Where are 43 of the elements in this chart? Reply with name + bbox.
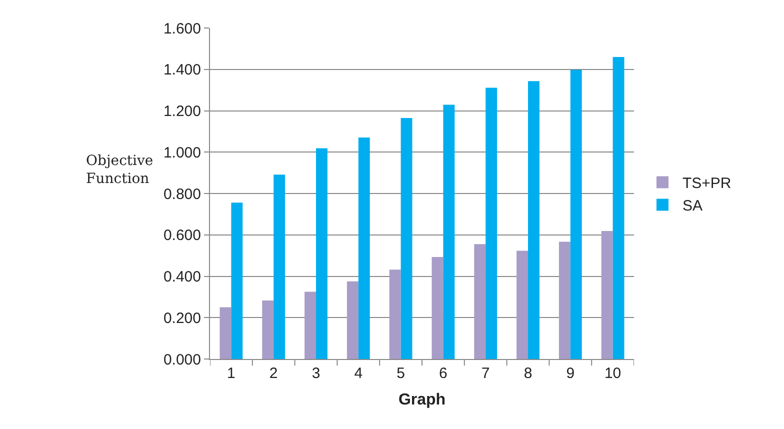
bar <box>358 137 370 359</box>
x-axis-title: Graph <box>398 392 446 409</box>
y-tick-label: 0.600 <box>163 227 201 244</box>
y-tick-label: 0.000 <box>163 351 201 368</box>
y-tick-label: 0.400 <box>163 268 201 286</box>
bar <box>304 292 316 359</box>
x-tick-label: 2 <box>269 365 278 382</box>
bar <box>601 230 613 359</box>
y-tick-label: 1.000 <box>163 144 201 162</box>
bar <box>316 148 328 359</box>
bar <box>516 250 528 359</box>
bar <box>262 300 274 359</box>
bar <box>389 270 401 359</box>
y-tick-label: 1.400 <box>163 62 201 79</box>
y-tick-label: 0.200 <box>163 310 201 327</box>
bar <box>443 104 455 359</box>
x-tick-label: 3 <box>312 365 320 382</box>
x-tick-label: 8 <box>524 365 532 382</box>
bar <box>528 81 540 359</box>
x-tick-label: 7 <box>481 365 490 382</box>
bar <box>220 307 232 359</box>
x-tick-label: 5 <box>396 365 405 382</box>
x-tick-label: 4 <box>354 365 363 382</box>
bar <box>231 202 243 359</box>
x-tick-label: 1 <box>227 365 236 382</box>
y-tick-label: 1.200 <box>163 103 201 120</box>
bar <box>570 70 582 359</box>
bar <box>346 281 358 359</box>
bar <box>474 244 486 359</box>
bar <box>400 118 412 359</box>
bar <box>558 242 570 359</box>
legend-label: SA <box>682 198 702 215</box>
x-tick-label: 6 <box>439 365 448 382</box>
bar <box>612 56 624 359</box>
x-tick-label: 9 <box>566 365 575 382</box>
legend-label: TS+PR <box>682 175 732 192</box>
y-tick-label: 0.800 <box>163 186 201 203</box>
y-axis-title: Objective Function <box>86 153 154 188</box>
y-tick-label: 1.600 <box>163 20 201 38</box>
bar <box>486 88 498 359</box>
x-tick-label: 10 <box>604 365 622 382</box>
bar <box>432 257 444 359</box>
bar <box>274 174 286 359</box>
